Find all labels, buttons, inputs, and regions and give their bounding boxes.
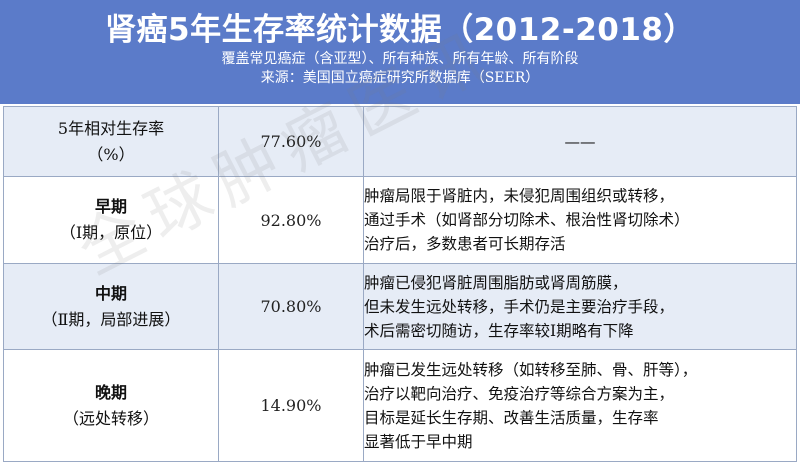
page-subtitle-source: 来源：美国国立癌症研究所数据库（SEER） (260, 70, 540, 86)
description-line: 治疗以靶向治疗、免疫治疗等综合方案为主， (364, 384, 675, 403)
stage-cell: 早期 （Ⅰ期，原位） (3, 176, 219, 264)
stage-sublabel: （远处转移） (62, 408, 159, 428)
description-line: 显著低于早中期 (364, 432, 473, 451)
stage-description: —— (363, 106, 797, 177)
stage-label: 5年相对生存率 (57, 118, 165, 138)
stage-cell: 中期 （Ⅱ期，局部进展） (3, 263, 219, 350)
stage-label: 中期 (94, 283, 127, 303)
table-row-early: 早期 （Ⅰ期，原位） 92.80% 肿瘤局限于肾脏内，未侵犯周围组织或转移， 通… (3, 176, 797, 264)
survival-rate: 14.90% (218, 349, 364, 462)
stage-cell: 晚期 （远处转移） (3, 349, 219, 462)
table-row-middle: 中期 （Ⅱ期，局部进展） 70.80% 肿瘤已侵犯肾脏周围脂肪或肾周筋膜， 但未… (3, 263, 797, 350)
description-line: 术后需密切随访，生存率较Ⅰ期略有下降 (364, 321, 634, 340)
stage-cell: 5年相对生存率 （%） (3, 106, 219, 177)
description-line: 肿瘤已侵犯肾脏周围脂肪或肾周筋膜， (364, 273, 628, 292)
description-line: 治疗后，多数患者可长期存活 (364, 235, 566, 253)
description-line: 肿瘤已发生远处转移（如转移至肺、骨、肝等）， (364, 360, 698, 379)
stage-sublabel: （Ⅰ期，原位） (59, 223, 163, 242)
description-line: 但未发生远处转移，手术仍是主要治疗手段， (364, 297, 675, 316)
stage-sublabel: （Ⅱ期，局部进展） (41, 309, 181, 329)
stage-description: 肿瘤已发生远处转移（如转移至肺、骨、肝等）， 治疗以靶向治疗、免疫治疗等综合方案… (363, 349, 797, 462)
stage-description: 肿瘤局限于肾脏内，未侵犯周围组织或转移， 通过手术（如肾部分切除术、根治性肾切除… (363, 176, 797, 264)
stage-label: 晚期 (94, 382, 127, 402)
survival-table: 5年相对生存率 （%） 77.60% —— 早期 （Ⅰ期，原位） 92.80% … (3, 106, 797, 462)
header-banner: 肾癌5年生存率统计数据（2012-2018） 覆盖常见癌症（含亚型）、所有种族、… (0, 0, 800, 104)
survival-rate: 77.60% (218, 106, 364, 177)
survival-rate: 92.80% (218, 176, 364, 264)
description-line: 通过手术（如肾部分切除术、根治性肾切除术） (364, 211, 690, 229)
stage-description: 肿瘤已侵犯肾脏周围脂肪或肾周筋膜， 但未发生远处转移，手术仍是主要治疗手段， 术… (363, 263, 797, 350)
page-subtitle-coverage: 覆盖常见癌症（含亚型）、所有种族、所有年龄、所有阶段 (221, 51, 579, 67)
table-row-late: 晚期 （远处转移） 14.90% 肿瘤已发生远处转移（如转移至肺、骨、肝等）， … (3, 349, 797, 462)
description-line: 目标是延长生存期、改善生活质量，生存率 (364, 408, 659, 427)
stage-sublabel: （%） (87, 144, 135, 164)
stage-label: 早期 (94, 197, 127, 216)
survival-rate: 70.80% (218, 263, 364, 350)
page-title: 肾癌5年生存率统计数据（2012-2018） (105, 12, 695, 48)
table-row-overall: 5年相对生存率 （%） 77.60% —— (3, 106, 797, 177)
description-line: —— (564, 132, 596, 151)
description-line: 肿瘤局限于肾脏内，未侵犯周围组织或转移， (364, 187, 675, 205)
